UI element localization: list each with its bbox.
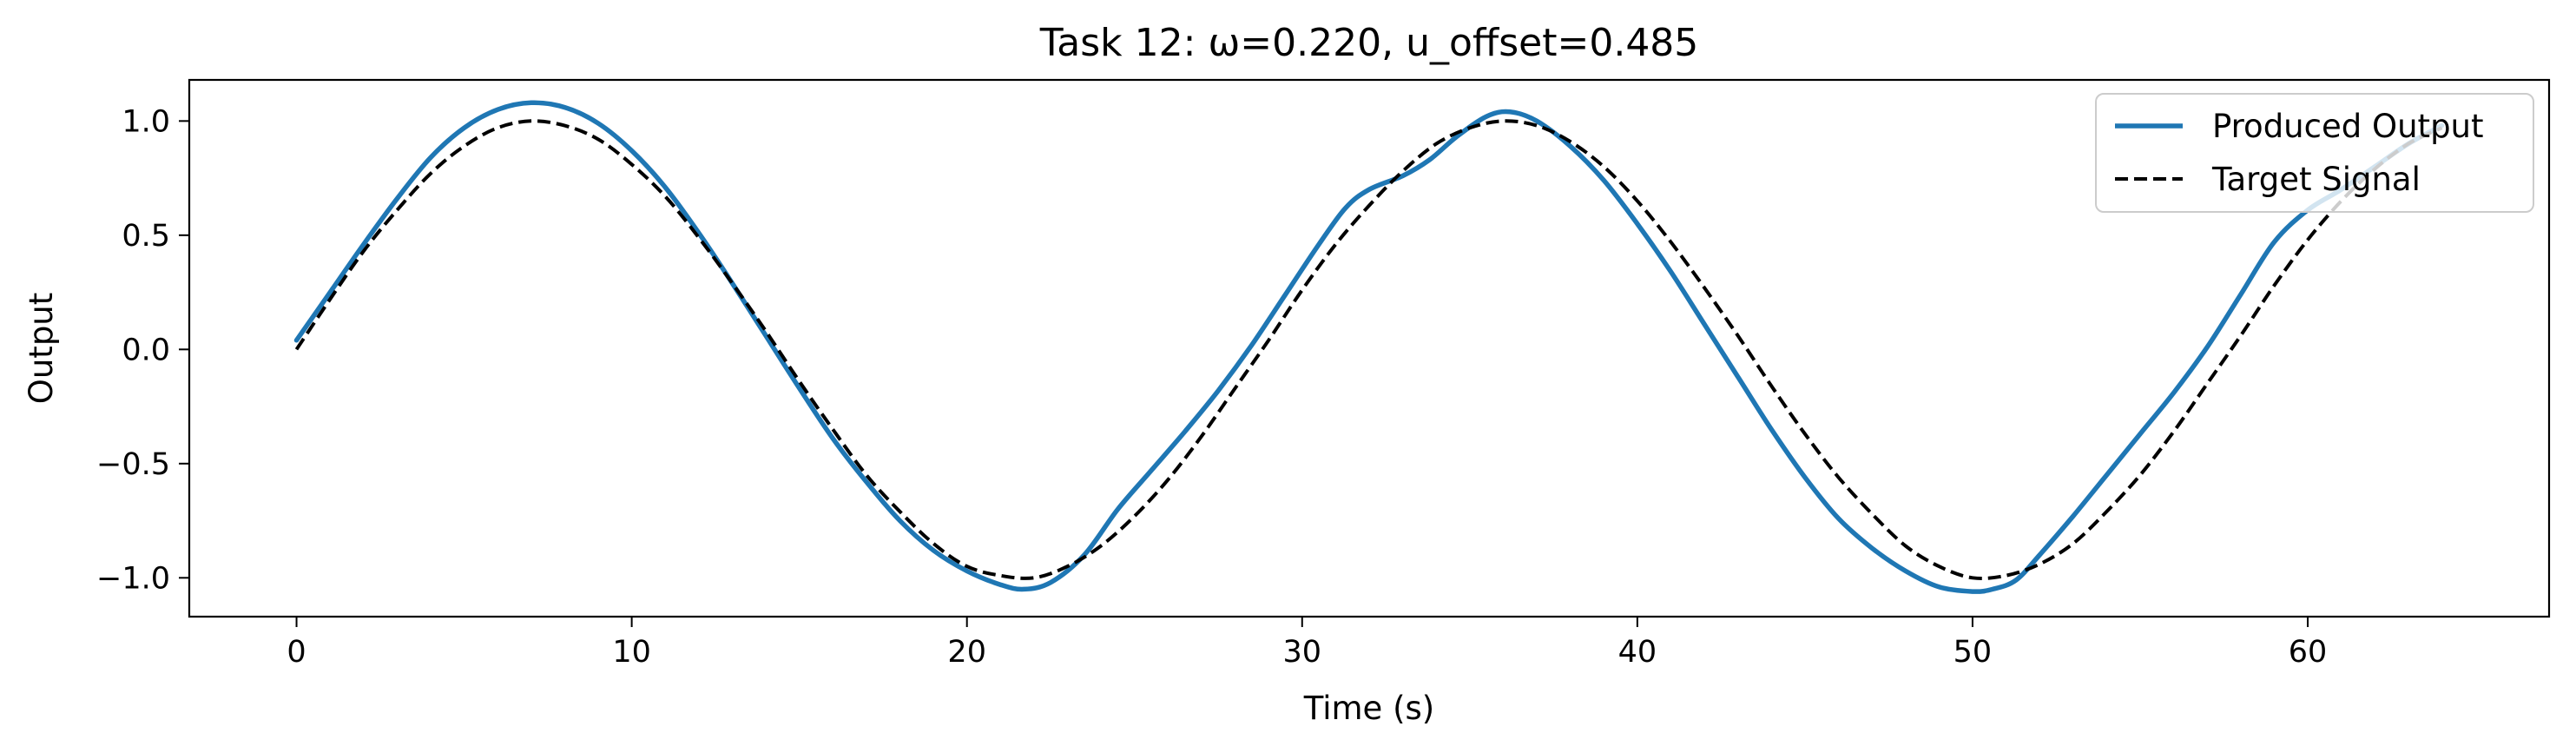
x-tick-label: 30 [1283, 635, 1322, 670]
x-tick-label: 40 [1618, 635, 1657, 670]
x-tick-label: 10 [612, 635, 651, 670]
legend-label-target-signal: Target Signal [2211, 161, 2421, 198]
x-tick-label: 60 [2289, 635, 2328, 670]
x-tick-label: 20 [947, 635, 986, 670]
y-axis: −1.0 −0.5 0.0 0.5 1.0 [96, 104, 189, 596]
series-line-target-signal [294, 119, 2443, 580]
x-tick-label: 0 [287, 635, 306, 670]
legend-box [2095, 93, 2534, 213]
x-axis: 0 10 20 30 40 50 60 [287, 617, 2327, 670]
y-tick-label: −1.0 [96, 561, 170, 596]
legend: Produced Output Target Signal [2095, 93, 2534, 213]
legend-label-produced-output: Produced Output [2212, 108, 2484, 145]
x-tick-label: 50 [1953, 635, 1993, 670]
plot-area [188, 78, 2551, 618]
y-tick-label: 0.0 [122, 333, 170, 367]
y-tick-label: 0.5 [122, 219, 170, 254]
y-axis-label: Output [23, 293, 60, 405]
chart-title: Task 12: ω=0.220, u_offset=0.485 [1039, 21, 1699, 65]
y-tick-label: −0.5 [96, 447, 170, 482]
y-tick-label: 1.0 [122, 104, 170, 139]
x-axis-label: Time (s) [1303, 690, 1434, 727]
plot-frame [188, 78, 2551, 618]
series-line-produced-output [293, 100, 2445, 594]
